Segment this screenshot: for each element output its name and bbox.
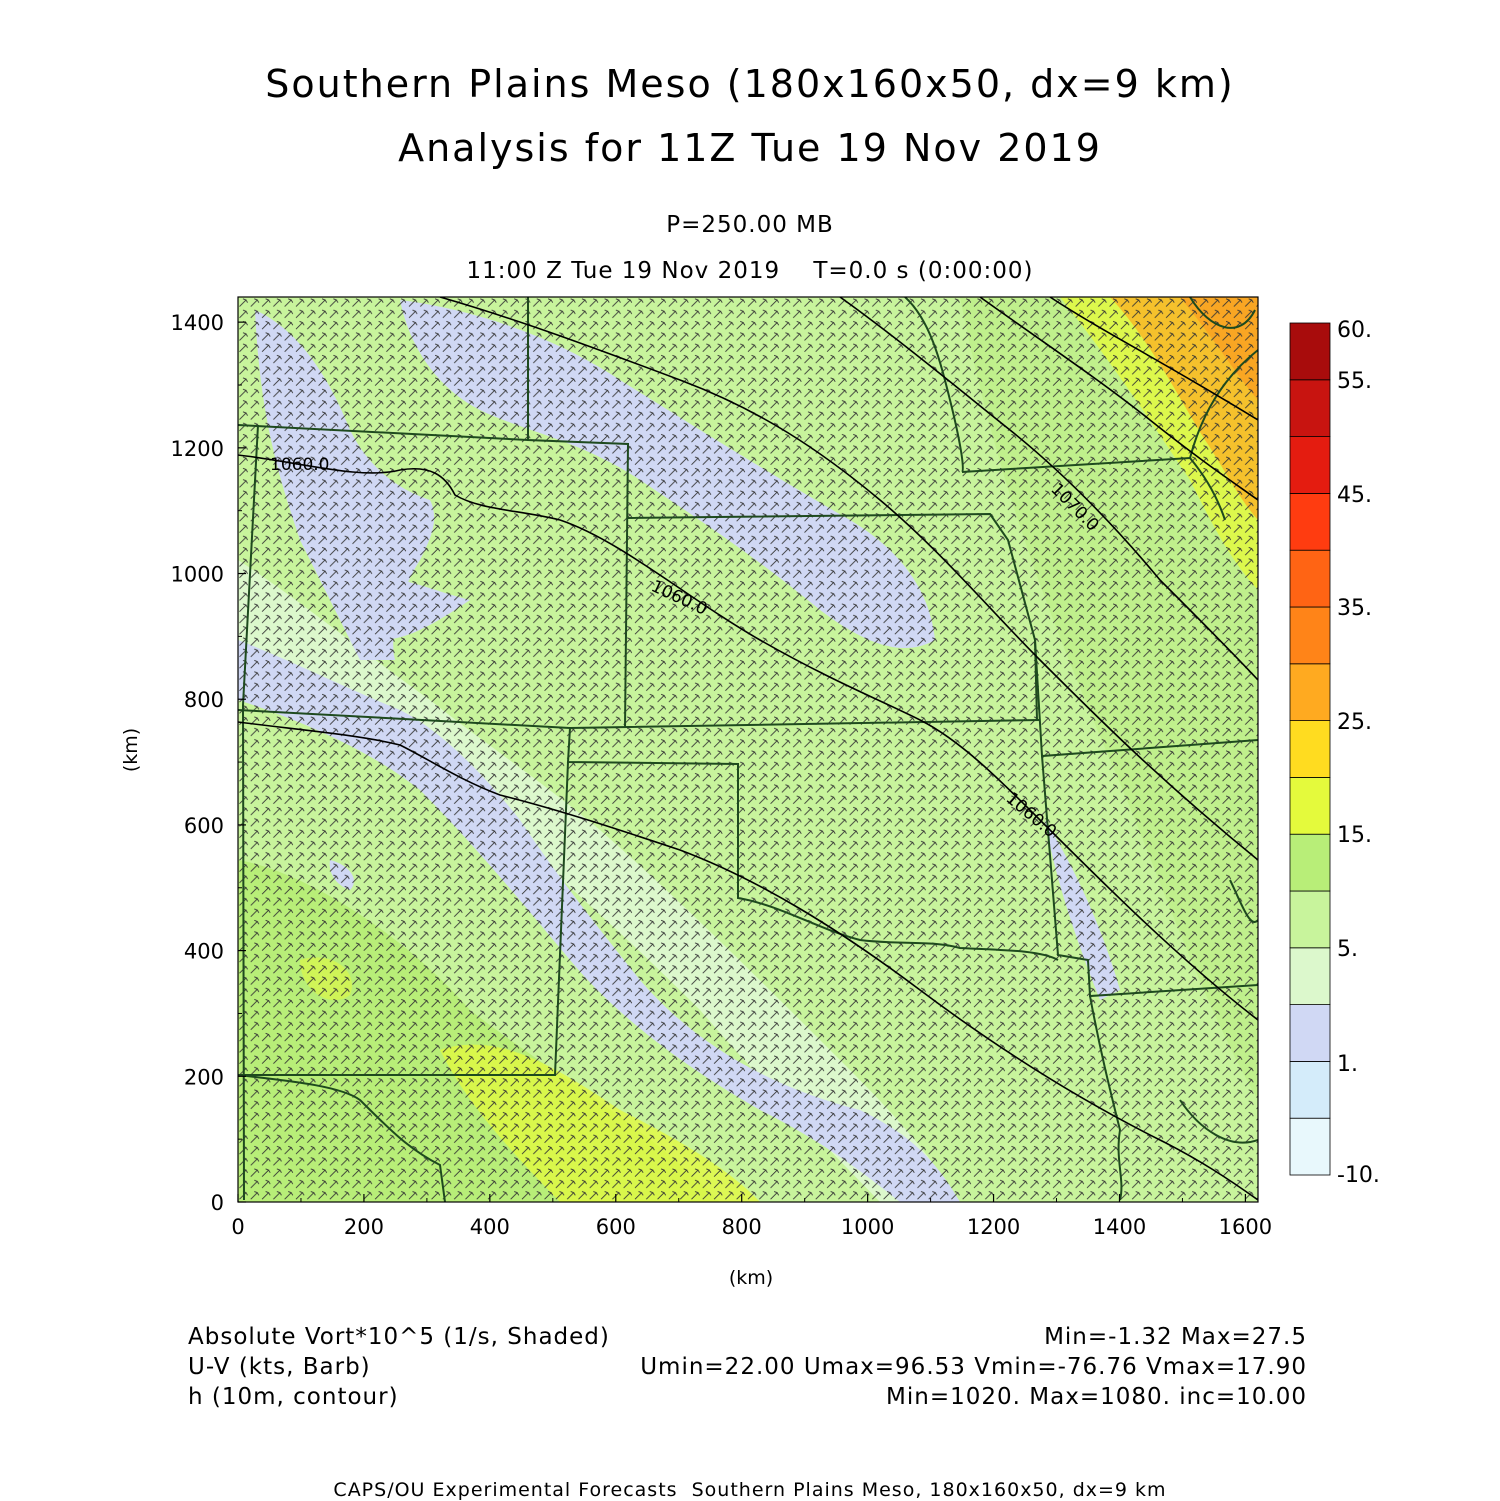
colorbar-swatch — [1289, 777, 1331, 835]
y-tick-label: 800 — [184, 688, 224, 712]
colorbar-swatch — [1289, 1061, 1331, 1119]
figure-subtitle: Analysis for 11Z Tue 19 Nov 2019 — [398, 126, 1102, 170]
state-borders — [238, 297, 1258, 1202]
colorbar-swatch — [1289, 663, 1331, 721]
field-stats-contour: Min=1020. Max=1080. inc=10.00 — [886, 1384, 1307, 1410]
y-tick-label: 0 — [211, 1191, 224, 1215]
colorbar-labels: 60. 55. 45. 35. 25. 15. 5. 1. -10. — [1337, 318, 1380, 1188]
colorbar-label: 1. — [1337, 1052, 1358, 1077]
y-tick-label: 1400 — [171, 311, 224, 335]
valid-time: 11:00 Z Tue 19 Nov 2019 T=0.0 s (0:00:00… — [466, 258, 1034, 284]
colorbar-label: 15. — [1337, 823, 1372, 848]
x-tick-label: 1000 — [841, 1215, 894, 1239]
credit-line: CAPS/OU Experimental Forecasts Southern … — [333, 1479, 1167, 1501]
colorbar-swatch — [1289, 492, 1331, 551]
colorbar-swatch — [1289, 606, 1331, 665]
field-stats-barb: Umin=22.00 Umax=96.53 Vmin=-76.76 Vmax=1… — [640, 1354, 1307, 1380]
x-tick-label: 1600 — [1219, 1215, 1272, 1239]
field-stats-shaded: Min=-1.32 Max=27.5 — [1044, 1324, 1307, 1350]
x-tick-label: 800 — [722, 1215, 762, 1239]
y-axis-label: (km) — [120, 728, 142, 772]
colorbar-label: 25. — [1337, 710, 1372, 735]
colorbar-swatch — [1289, 549, 1331, 608]
y-tick-label: 600 — [184, 814, 224, 838]
colorbar-swatch — [1289, 1004, 1331, 1062]
pressure-level: P=250.00 MB — [666, 212, 834, 238]
x-tick-label: 0 — [231, 1215, 244, 1239]
field-description-barb: U-V (kts, Barb) — [188, 1354, 371, 1380]
plot-frame — [237, 296, 1259, 1203]
colorbar-swatch — [1289, 947, 1331, 1005]
field-description-contour: h (10m, contour) — [188, 1384, 399, 1410]
colorbar-swatch — [1289, 322, 1331, 381]
colorbar-swatch — [1289, 1117, 1331, 1176]
x-tick-label: 400 — [470, 1215, 510, 1239]
x-tick-label: 1400 — [1093, 1215, 1146, 1239]
y-tick-label: 1200 — [171, 437, 224, 461]
field-description-shaded: Absolute Vort*10^5 (1/s, Shaded) — [188, 1324, 610, 1350]
colorbar-label: 45. — [1337, 483, 1372, 508]
colorbar-swatch — [1289, 436, 1331, 494]
x-tick-label: 600 — [596, 1215, 636, 1239]
x-axis: 0 200 400 600 800 1000 1200 1400 1600 — [231, 1194, 1272, 1239]
colorbar-label: 60. — [1337, 318, 1372, 343]
y-tick-label: 1000 — [171, 563, 224, 587]
x-axis-label: (km) — [729, 1267, 773, 1289]
x-tick-label: 200 — [344, 1215, 384, 1239]
height-contours — [238, 297, 1258, 1201]
colorbar-label: 55. — [1337, 369, 1372, 394]
colorbar-swatch — [1289, 720, 1331, 778]
figure-title: Southern Plains Meso (180x160x50, dx=9 k… — [265, 62, 1235, 106]
colorbar-swatch — [1289, 379, 1331, 437]
colorbar-swatch — [1289, 833, 1331, 892]
x-tick-label: 1200 — [967, 1215, 1020, 1239]
colorbar-swatch — [1289, 890, 1331, 949]
colorbar-label: -10. — [1337, 1163, 1380, 1188]
y-axis: 0 200 400 600 800 1000 1200 1400 — [171, 311, 246, 1215]
y-tick-label: 200 — [184, 1065, 224, 1089]
colorbar-label: 35. — [1337, 596, 1372, 621]
y-tick-label: 400 — [184, 940, 224, 964]
colorbar — [1289, 322, 1331, 1176]
contour-label: 1060.0 — [270, 455, 329, 475]
colorbar-label: 5. — [1337, 937, 1358, 962]
